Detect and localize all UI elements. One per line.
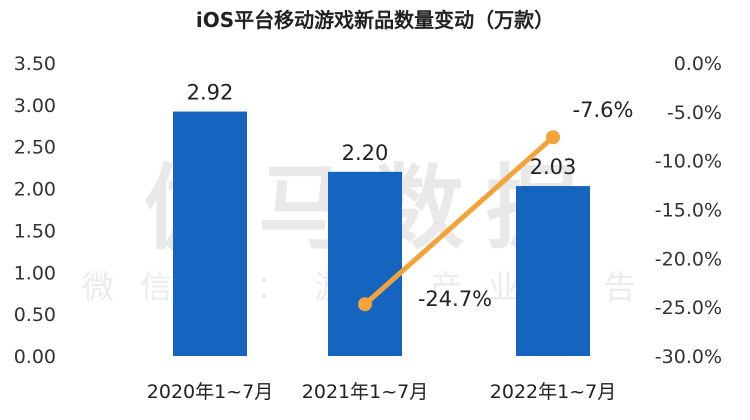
left-tick-label: 3.00 — [14, 95, 56, 117]
right-tick-label: -10.0% — [655, 151, 722, 173]
left-tick-label: 3.50 — [14, 53, 56, 75]
bar — [516, 186, 590, 356]
line-value-label: -7.6% — [573, 98, 634, 122]
left-tick-label: 1.50 — [14, 220, 56, 242]
right-tick-label: -15.0% — [655, 200, 722, 222]
line-series: -24.7% -7.6% — [358, 98, 634, 312]
left-axis: 0.00 0.50 1.00 1.50 2.00 2.50 3.00 3.50 — [14, 53, 56, 368]
bar-value-label: 2.92 — [187, 81, 234, 105]
right-tick-label: 0.0% — [674, 53, 722, 75]
left-tick-label: 2.50 — [14, 137, 56, 159]
right-tick-label: -25.0% — [655, 297, 722, 319]
line-point — [358, 297, 372, 312]
bar — [328, 171, 402, 356]
bar-value-label: 2.03 — [530, 155, 577, 179]
left-tick-label: 2.00 — [14, 179, 56, 201]
right-axis: -30.0% -25.0% -20.0% -15.0% -10.0% -5.0% 0.0% — [655, 53, 722, 368]
bar-series: 2.92 2.20 2.03 — [173, 81, 590, 356]
bar — [173, 111, 247, 356]
line-value-label: -24.7% — [418, 287, 492, 311]
line-point — [546, 130, 560, 145]
category-label: 2021年1~7月 — [302, 381, 428, 403]
bar-value-label: 2.20 — [342, 141, 389, 165]
line-segment — [362, 134, 556, 307]
category-label: 2022年1~7月 — [490, 381, 616, 403]
left-tick-label: 1.00 — [14, 262, 56, 284]
left-tick-label: 0.50 — [14, 304, 56, 326]
left-tick-label: 0.00 — [14, 346, 56, 368]
right-tick-label: -5.0% — [667, 102, 722, 124]
chart-title: iOS平台移动游戏新品数量变动（万款） — [196, 8, 554, 32]
category-axis: 2020年1~7月 2021年1~7月 2022年1~7月 — [147, 381, 616, 403]
category-label: 2020年1~7月 — [147, 381, 273, 403]
right-tick-label: -20.0% — [655, 248, 722, 270]
right-tick-label: -30.0% — [655, 346, 722, 368]
